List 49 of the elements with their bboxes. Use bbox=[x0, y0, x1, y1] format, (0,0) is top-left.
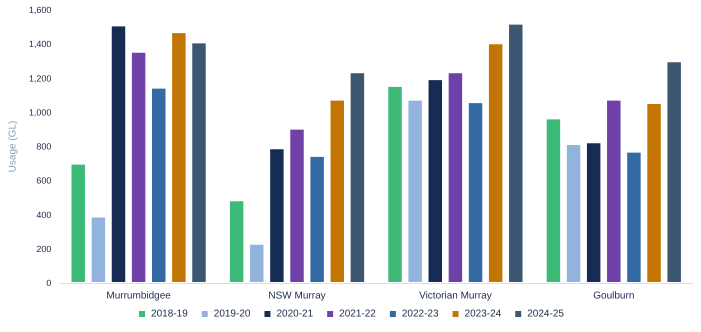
bar bbox=[110, 25, 126, 283]
bar bbox=[606, 100, 622, 283]
legend-label: 2018-19 bbox=[151, 308, 188, 320]
bar bbox=[488, 43, 504, 283]
bar bbox=[387, 86, 403, 283]
bar bbox=[407, 100, 423, 283]
bar bbox=[666, 61, 682, 283]
y-tick-label: 1,600 bbox=[28, 5, 52, 15]
x-tick-label: Victorian Murray bbox=[419, 290, 492, 302]
bar bbox=[330, 100, 345, 283]
legend-label: 2020-21 bbox=[276, 308, 314, 320]
x-tick-label: Goulburn bbox=[593, 290, 634, 302]
y-tick-label: 400 bbox=[36, 210, 52, 220]
bar bbox=[171, 32, 187, 283]
bar bbox=[566, 144, 582, 283]
bar bbox=[508, 24, 524, 283]
bar bbox=[191, 42, 207, 283]
bar bbox=[309, 156, 325, 283]
legend-label: 2019-20 bbox=[214, 308, 251, 320]
y-tick-label: 1,200 bbox=[28, 73, 52, 84]
y-tick-label: 1,400 bbox=[28, 39, 52, 50]
bar bbox=[586, 142, 602, 283]
legend-label: 2023-24 bbox=[464, 308, 502, 320]
bar bbox=[130, 52, 146, 283]
bar bbox=[269, 148, 285, 283]
y-tick-label: 600 bbox=[36, 176, 52, 186]
bar bbox=[546, 118, 562, 283]
bar bbox=[350, 72, 366, 283]
y-tick-label: 1,000 bbox=[28, 107, 52, 118]
y-tick-label: 800 bbox=[36, 142, 52, 152]
bar bbox=[249, 244, 265, 283]
bar bbox=[151, 88, 166, 283]
bar bbox=[468, 102, 484, 283]
bar bbox=[428, 79, 444, 283]
bar bbox=[90, 216, 106, 283]
bar bbox=[289, 128, 305, 283]
x-tick-label: Murrumbidgee bbox=[106, 290, 172, 302]
bar bbox=[646, 102, 662, 283]
y-axis-title: Usage (GL) bbox=[8, 120, 18, 172]
bar bbox=[626, 152, 642, 283]
y-tick-label: 0 bbox=[46, 278, 52, 288]
bar bbox=[70, 164, 86, 283]
x-tick-label: NSW Murray bbox=[268, 290, 326, 302]
bar bbox=[448, 72, 464, 283]
legend-label: 2022-23 bbox=[402, 308, 439, 320]
legend-label: 2024-25 bbox=[527, 308, 564, 320]
y-tick-label: 200 bbox=[36, 244, 52, 254]
legend-label: 2021-22 bbox=[339, 308, 376, 320]
bar bbox=[228, 200, 244, 283]
